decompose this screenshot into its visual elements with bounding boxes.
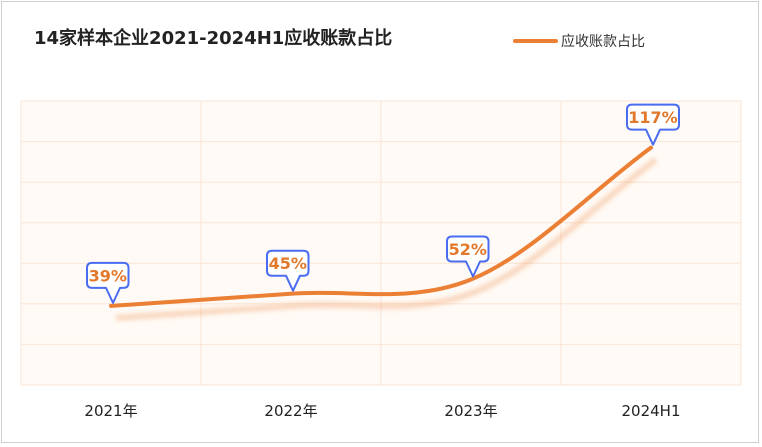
series-line [109, 145, 653, 308]
chart-title: 14家样本企业2021-2024H1应收账款占比 [34, 27, 392, 49]
data-label-callout [446, 235, 490, 278]
series-line-shadow [115, 157, 658, 321]
data-label-callout [626, 103, 680, 146]
legend-label: 应收账款占比 [561, 33, 645, 50]
x-tick-label: 2024H1 [622, 402, 681, 420]
legend: 应收账款占比 [513, 33, 645, 50]
x-axis-ticks: 2021年 2022年 2023年 2024H1 [84, 402, 680, 420]
data-label-text: 45% [269, 254, 307, 273]
data-label: 52% [446, 235, 490, 278]
x-tick-label: 2022年 [264, 402, 317, 420]
x-tick-label: 2021年 [84, 402, 137, 420]
data-label-callout [86, 261, 130, 304]
data-label: 39% [86, 261, 130, 304]
data-label-text: 117% [628, 108, 677, 127]
data-label: 117% [626, 103, 680, 146]
data-label-text: 52% [449, 240, 487, 259]
data-labels: 39% 45% 52% 117% [86, 103, 680, 304]
x-tick-label: 2023年 [444, 402, 497, 420]
data-label-text: 39% [89, 266, 127, 285]
data-label-callout [266, 249, 310, 292]
data-label: 45% [266, 249, 310, 292]
